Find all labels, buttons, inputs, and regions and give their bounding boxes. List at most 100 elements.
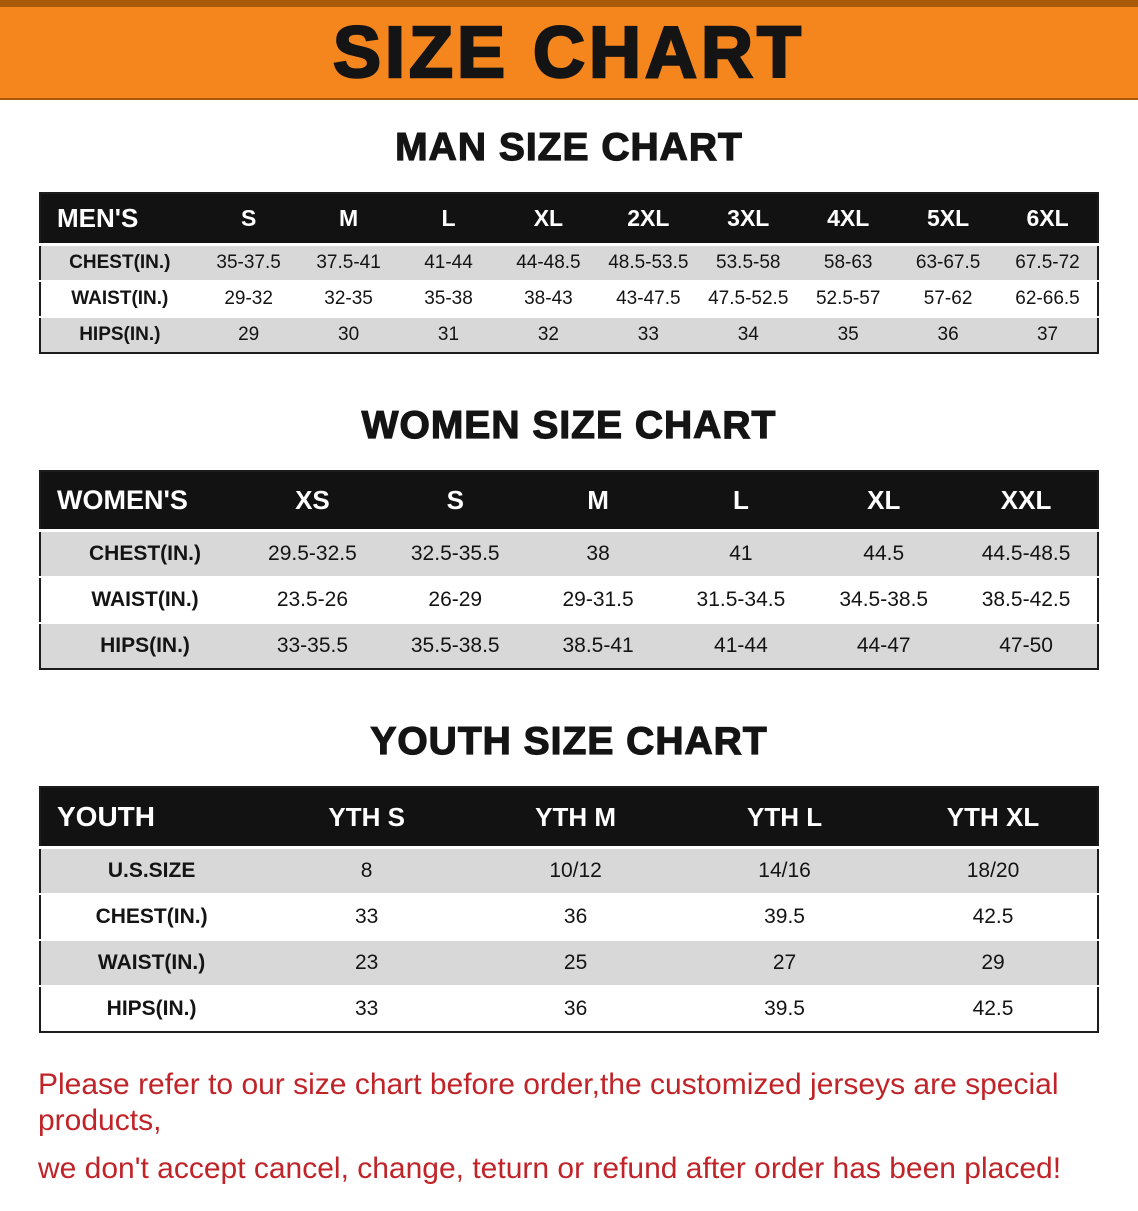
row-label: U.S.SIZE [107,859,196,882]
size-chart-sections: MAN SIZE CHART MEN'S S M L XL 2XL 3XL 4XL 5XL 6XL C… [0,125,1138,1033]
column-header: 2XL [598,193,699,246]
cell-value: 31.5-34.5 [696,588,786,611]
table-row: CHEST(IN.) 33 36 39.5 42.5 [40,894,1098,940]
table-row: CHEST(IN.) 29.5-32.5 32.5-35.5 38 41 44.5 44.5… [40,530,1098,577]
notice-line-2: we don't accept cancel, change, teturn o… [38,1152,1062,1185]
row-label: CHEST(IN.) [69,252,171,273]
cell-value: 33-35.5 [276,634,349,657]
section-heading: WOMEN SIZE CHART [361,403,777,447]
cell-value: 14/16 [758,859,811,882]
column-header: 6XL [998,193,1098,246]
cell-value: 29 [238,324,260,345]
table-row: CHEST(IN.) 35-37.5 37.5-41 41-44 44-48.5 48.5… [40,244,1098,281]
column-header: YTH S [262,787,472,849]
cell-value: 42.5 [972,997,1014,1020]
column-header: XS [241,471,384,532]
column-header: YOUTH [40,787,263,849]
cell-value: 32-35 [324,288,373,309]
cell-value: 29 [981,951,1005,974]
column-header: 4XL [798,193,899,246]
column-header: XXL [955,471,1098,532]
cell-value: 41-44 [714,634,768,657]
cell-value: 35-38 [424,288,473,309]
cell-value: 32 [537,324,559,345]
cell-value: 25 [563,951,588,974]
column-header: WOMEN'S [40,471,242,532]
cell-value: 48.5-53.5 [608,252,689,273]
cell-value: 44.5 [863,542,905,565]
cell-value: 27 [772,951,797,974]
cell-value: 26-29 [428,588,483,611]
cell-value: 67.5-72 [1015,252,1080,273]
cell-value: 44-48.5 [516,252,581,273]
cell-value: 44-47 [856,634,911,657]
cell-value: 57-62 [923,288,973,309]
cell-value: 43-47.5 [616,288,681,309]
banner: SIZE CHART [0,0,1138,100]
column-header: XL [498,193,599,246]
cell-value: 36 [563,905,588,928]
row-label: WAIST(IN.) [97,951,206,974]
cell-value: 23 [354,951,379,974]
cell-value: 23.5-26 [276,588,349,611]
cell-value: 10/12 [549,859,602,882]
table-row: HIPS(IN.) 29 30 31 32 33 34 35 36 37 [40,317,1098,353]
row-label: CHEST(IN.) [89,542,201,565]
cell-value: 35 [837,324,859,345]
cell-value: 36 [563,997,588,1020]
table-header-row: MEN'S S M L XL 2XL 3XL 4XL 5XL 6XL [40,193,1098,246]
column-header: L [669,471,813,532]
cell-value: 35.5-38.5 [410,634,500,657]
table-row: WAIST(IN.) 29-32 32-35 35-38 38-43 43-47.5 47.… [40,281,1098,317]
cell-value: 44.5-48.5 [981,542,1071,565]
cell-value: 41-44 [424,252,473,273]
cell-value: 39.5 [764,905,805,928]
table-row: HIPS(IN.) 33 36 39.5 42.5 [40,986,1098,1032]
column-header: YTH L [680,787,890,849]
column-header: M [526,471,670,532]
cell-value: 29-31.5 [562,588,634,611]
cell-value: 29-32 [224,288,273,309]
cell-value: 58-63 [823,252,873,273]
size-chart-section: MAN SIZE CHART MEN'S S M L XL 2XL 3XL 4XL 5XL 6XL C… [0,125,1138,354]
table-header-row: YOUTH YTH S YTH M YTH L YTH XL [40,787,1098,849]
cell-value: 41 [729,542,753,565]
column-header: 5XL [898,193,999,246]
size-table: YOUTH YTH S YTH M YTH L YTH XL U.S.SIZE 8 10/12… [39,786,1099,1033]
row-label: HIPS(IN.) [79,324,161,345]
row-label: HIPS(IN.) [100,634,190,657]
column-header: YTH XL [889,787,1098,849]
cell-value: 38.5-42.5 [981,588,1071,611]
section-heading: YOUTH SIZE CHART [370,719,768,763]
size-chart-section: YOUTH SIZE CHART YOUTH YTH S YTH M YTH L YTH … [0,719,1138,1033]
cell-value: 42.5 [972,905,1014,928]
column-header: S [198,193,299,246]
size-table: WOMEN'S XS S M L XL XXL CHEST(IN.) 29.5-32.5 32.5… [39,470,1099,670]
cell-value: 34.5-38.5 [839,588,929,611]
cell-value: 53.5-58 [716,252,781,273]
cell-value: 33 [637,324,659,345]
cell-value: 47.5-52.5 [708,288,789,309]
size-table: MEN'S S M L XL 2XL 3XL 4XL 5XL 6XL CHEST(IN.) 35-37… [39,192,1099,354]
cell-value: 30 [338,324,360,345]
cell-value: 39.5 [764,997,805,1020]
column-header: XL [812,471,956,532]
row-label: CHEST(IN.) [95,905,208,928]
column-header: YTH M [471,787,681,849]
column-header: M [298,193,399,246]
cell-value: 35-37.5 [216,252,281,273]
cell-value: 37.5-41 [316,252,381,273]
cell-value: 52.5-57 [815,288,881,309]
cell-value: 33 [354,905,379,928]
table-row: WAIST(IN.) 23.5-26 26-29 29-31.5 31.5-34.5 34… [40,577,1098,623]
page-title: SIZE CHART [332,12,805,93]
cell-value: 36 [937,324,959,345]
cell-value: 8 [360,859,373,882]
column-header: 3XL [698,193,799,246]
column-header: L [398,193,499,246]
row-label: WAIST(IN.) [71,288,169,309]
column-header: S [383,471,527,532]
cell-value: 62-66.5 [1015,288,1080,309]
cell-value: 18/20 [966,859,1020,882]
